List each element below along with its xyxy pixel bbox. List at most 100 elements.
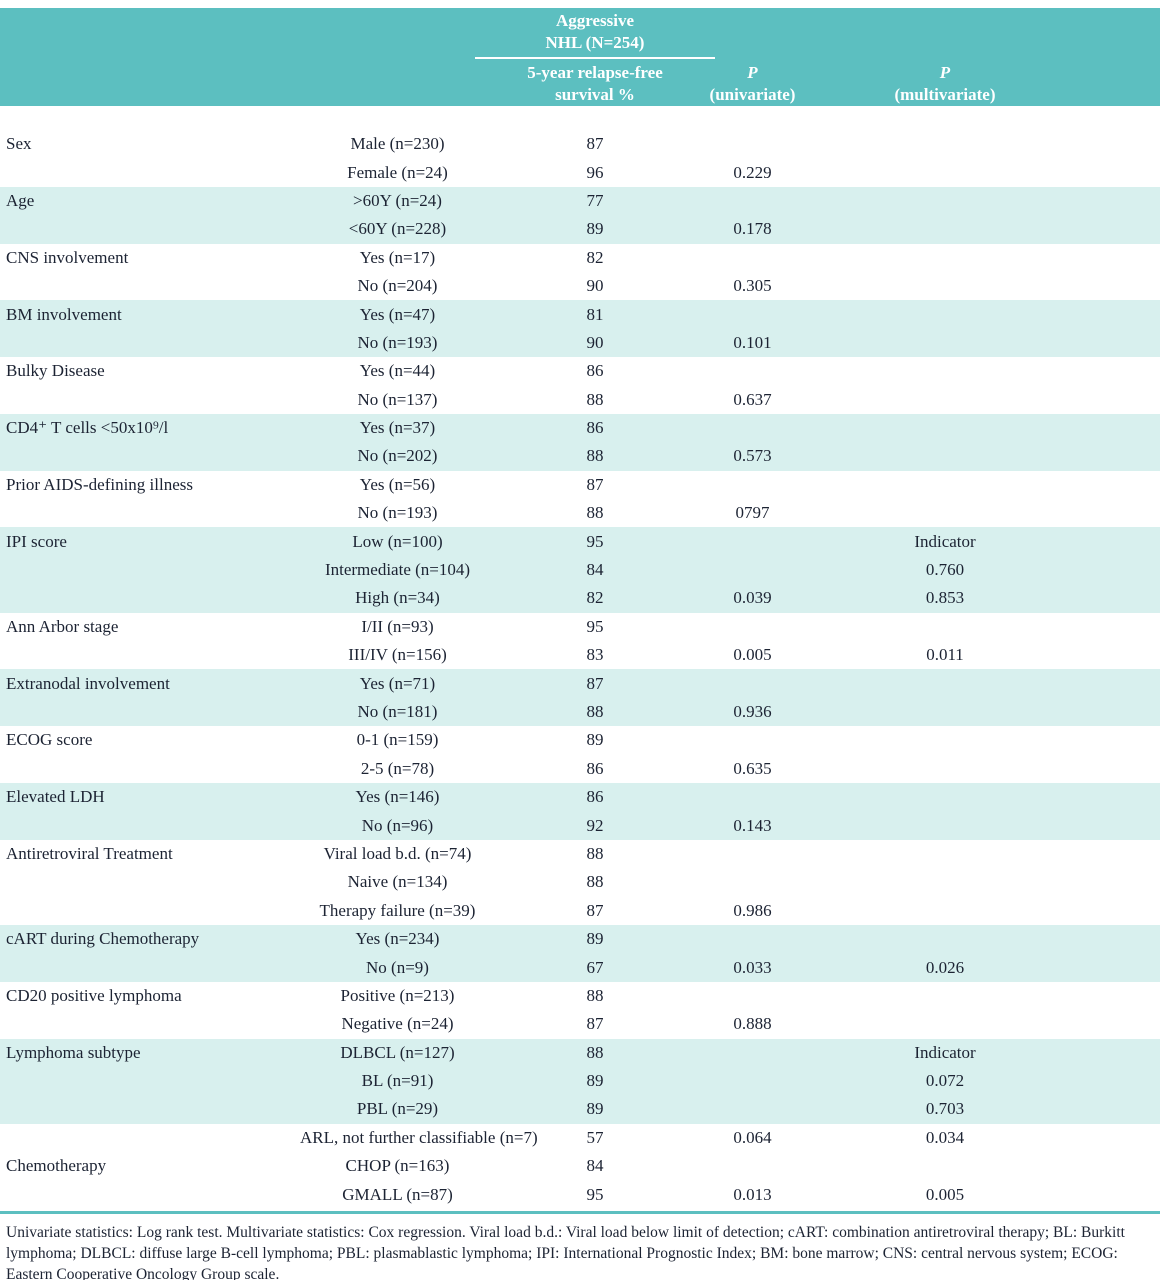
table-band: Extranodal involvement Yes (n=71) 87 No (n=…: [0, 669, 1160, 727]
table-row: High (n=34) 82 0.039 0.853: [0, 584, 1160, 612]
survival-header-line1: 5-year relapse-free: [527, 63, 663, 82]
cell-p-univariate: 0.936: [733, 702, 772, 721]
cell-survival-percent: 88: [586, 446, 604, 466]
row-category: No (n=96): [361, 815, 434, 835]
table-row: Extranodal involvement Yes (n=71) 87: [0, 669, 1160, 697]
row-category: Yes (n=17): [359, 247, 436, 267]
cell-survival-percent: 86: [586, 418, 604, 438]
table-row: Lymphoma subtype DLBCL (n=127) 88 Indicator: [0, 1039, 1160, 1067]
cell-p-univariate: 0.178: [733, 219, 772, 239]
row-category: No (n=137): [357, 389, 438, 409]
cell-p-univariate: 0.101: [733, 332, 772, 352]
cell-p-multivariate: Indicator: [914, 1042, 976, 1062]
p-multivariate-header-symbol: P: [939, 63, 951, 82]
row-label: Antiretroviral Treatment: [6, 843, 173, 863]
cell-survival-percent: 86: [586, 787, 604, 807]
cell-survival-percent: 90: [586, 332, 604, 352]
cell-survival-percent: 87: [586, 673, 604, 693]
cell-p-univariate: 0797: [735, 503, 770, 523]
cell-survival-percent: 83: [586, 645, 604, 665]
cell-p-univariate: 0.637: [733, 389, 772, 409]
cell-survival-percent: 57: [586, 1127, 604, 1147]
row-category: 0-1 (n=159): [356, 730, 439, 750]
cell-p-univariate: 0.013: [733, 1184, 772, 1204]
cell-p-univariate: 0.986: [733, 900, 772, 920]
row-label: Sex: [6, 134, 32, 154]
row-label: CNS involvement: [6, 247, 129, 267]
table-row: Sex Male (n=230) 87: [0, 130, 1160, 158]
row-category: ARL, not further classifiable (n=7): [300, 1127, 538, 1147]
row-category: Female (n=24): [347, 162, 448, 182]
table-row: 2-5 (n=78) 86 0.635: [0, 755, 1160, 783]
cell-p-multivariate: 0.026: [925, 957, 965, 977]
cell-survival-percent: 89: [586, 1099, 604, 1119]
table-row: No (n=204) 90 0.305: [0, 272, 1160, 300]
table-band: Ann Arbor stage I/II (n=93) 95 III/IV (n=15…: [0, 612, 1160, 670]
cell-survival-percent: 88: [586, 985, 604, 1005]
cell-survival-percent: 88: [586, 389, 604, 409]
table-row: No (n=193) 88 0797: [0, 499, 1160, 527]
row-category: Yes (n=234): [355, 929, 440, 949]
row-label: IPI score: [6, 531, 67, 551]
cell-survival-percent: 77: [586, 190, 604, 210]
table-row: cART during Chemotherapy Yes (n=234) 89: [0, 925, 1160, 953]
cell-p-univariate: 0.033: [733, 957, 772, 977]
row-label: BM involvement: [6, 304, 122, 324]
table-row: ECOG score 0-1 (n=159) 89: [0, 726, 1160, 754]
table-band: CD4⁺ T cells <50x10⁹/l Yes (n=37) 86 No (n=…: [0, 413, 1160, 471]
row-category: Viral load b.d. (n=74): [323, 843, 472, 863]
cell-survival-percent: 95: [586, 1184, 604, 1204]
cell-survival-percent: 89: [586, 730, 604, 750]
table-row: Intermediate (n=104) 84 0.760: [0, 556, 1160, 584]
row-label: CD20 positive lymphoma: [6, 985, 182, 1005]
table-row: Bulky Disease Yes (n=44) 86: [0, 357, 1160, 385]
cell-p-multivariate: 0.760: [925, 560, 965, 580]
cell-p-multivariate: Indicator: [914, 531, 976, 551]
table-band: CD20 positive lymphoma Positive (n=213) 88…: [0, 981, 1160, 1039]
row-category: Therapy failure (n=39): [319, 900, 476, 920]
cell-survival-percent: 86: [586, 758, 604, 778]
table-row: CNS involvement Yes (n=17) 82: [0, 244, 1160, 272]
row-category: No (n=193): [357, 332, 438, 352]
table-row: Female (n=24) 96 0.229: [0, 158, 1160, 186]
cell-survival-percent: 87: [586, 1014, 604, 1034]
table-row: No (n=193) 90 0.101: [0, 329, 1160, 357]
cropped-caption-strip: [0, 0, 1160, 8]
row-category: No (n=193): [357, 503, 438, 523]
cell-survival-percent: 67: [586, 957, 604, 977]
row-category: No (n=9): [366, 957, 429, 977]
cell-p-univariate: 0.229: [733, 162, 772, 182]
table-band: Elevated LDH Yes (n=146) 86 No (n=96) 92 0.14…: [0, 782, 1160, 840]
cell-survival-percent: 95: [586, 616, 604, 636]
table-row: BL (n=91) 89 0.072: [0, 1067, 1160, 1095]
header-empty-category-column: [300, 10, 495, 106]
cell-survival-percent: 95: [586, 531, 604, 551]
group-header-line1: Aggressive: [555, 11, 635, 30]
table-header: Aggressive NHL (N=254) 5-year relapse-fr…: [0, 8, 1160, 106]
cell-p-univariate: 0.005: [733, 645, 772, 665]
row-category: Yes (n=44): [359, 361, 436, 381]
table-row: No (n=137) 88 0.637: [0, 386, 1160, 414]
table-band: BM involvement Yes (n=47) 81 No (n=193) 90 0.…: [0, 300, 1160, 358]
cell-p-multivariate: 0.853: [925, 588, 965, 608]
cell-p-univariate: 0.064: [733, 1127, 772, 1147]
cell-p-univariate: 0.143: [733, 815, 772, 835]
header-filler: [1080, 10, 1160, 106]
row-category: No (n=202): [357, 446, 438, 466]
table-row: III/IV (n=156) 83 0.005 0.011: [0, 641, 1160, 669]
cell-survival-percent: 87: [586, 900, 604, 920]
cell-p-multivariate: 0.011: [926, 645, 964, 665]
row-category: GMALL (n=87): [342, 1184, 453, 1204]
table-band: Age >60Y (n=24) 77 <60Y (n=228) 89 0.178: [0, 186, 1160, 244]
row-category: <60Y (n=228): [348, 219, 447, 239]
table-band: CNS involvement Yes (n=17) 82 No (n=204) 90 0…: [0, 243, 1160, 301]
cell-survival-percent: 84: [586, 560, 604, 580]
row-label: Age: [6, 190, 35, 210]
cell-survival-percent: 82: [586, 588, 604, 608]
table-body: Sex Male (n=230) 87 Female (n=24) 96 0.229 Age…: [0, 106, 1160, 1209]
row-category: III/IV (n=156): [348, 645, 447, 665]
row-category: No (n=181): [357, 702, 438, 721]
row-category: CHOP (n=163): [345, 1156, 450, 1176]
row-category: >60Y (n=24): [353, 190, 442, 210]
